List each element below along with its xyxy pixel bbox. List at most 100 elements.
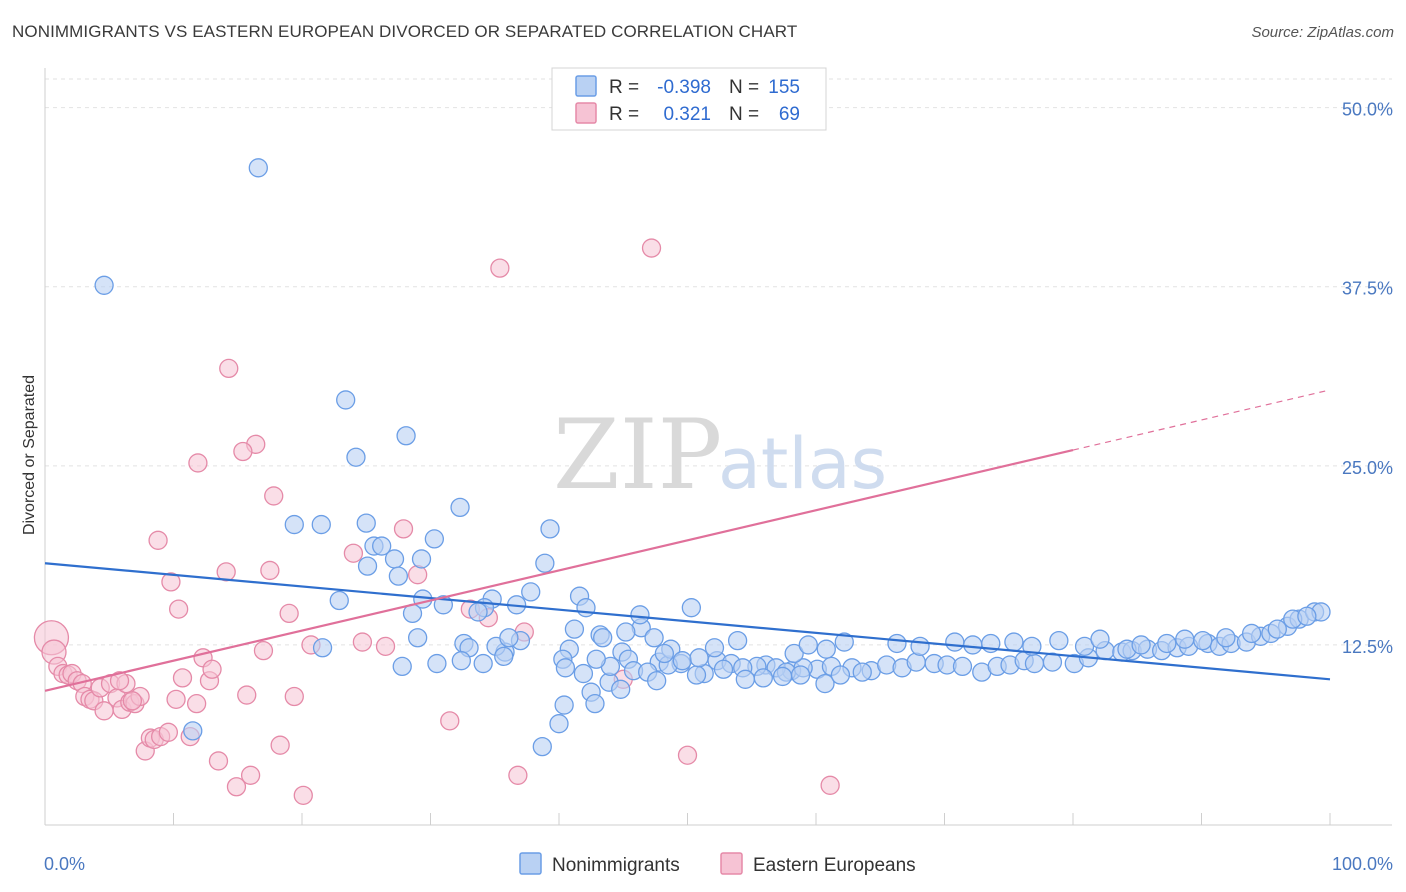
nonimmigrants-point (535, 553, 555, 573)
series-eastern-europeans (33, 238, 840, 805)
nonimmigrants-point (407, 628, 428, 648)
nonimmigrants-point (183, 721, 203, 741)
nonimmigrants-point (1297, 606, 1317, 626)
legend-r-value-1: -0.398 (657, 77, 711, 98)
y-axis-label: Divorced or Separated (21, 375, 38, 535)
legend: R = -0.398 N = 155 R = 0.321 N = 69 (551, 67, 827, 131)
nonimmigrants-point (1042, 652, 1063, 672)
eastern-europeans-point (216, 562, 236, 582)
eastern-europeans-point (270, 735, 290, 755)
nonimmigrants-point (564, 619, 585, 639)
legend-n-value-1: 155 (768, 77, 800, 98)
chart-title: NONIMMIGRANTS VS EASTERN EUROPEAN DIVORC… (12, 22, 798, 41)
nonimmigrants-point (945, 632, 965, 652)
legend-n-value-2: 69 (779, 104, 800, 125)
nonimmigrants-point (388, 566, 409, 586)
nonimmigrants-point (1024, 653, 1045, 674)
nonimmigrants-point (686, 665, 707, 685)
eastern-europeans-point (352, 632, 373, 652)
nonimmigrants-point (727, 630, 748, 651)
nonimmigrants-point (952, 656, 973, 677)
nonimmigrants-point (910, 636, 930, 656)
nonimmigrants-point (576, 598, 596, 618)
nonimmigrants-point (554, 695, 574, 715)
nonimmigrants-point (585, 694, 605, 714)
nonimmigrants-point (427, 653, 447, 674)
nonimmigrants-point (411, 549, 432, 569)
nonimmigrants-point (852, 662, 872, 682)
eastern-europeans-point (343, 543, 364, 563)
eastern-europeans-point (820, 775, 840, 795)
nonimmigrants-point (834, 632, 854, 652)
axes (44, 68, 1392, 826)
nonimmigrants-point (521, 582, 541, 602)
series-nonimmigrants (94, 158, 1331, 757)
nonimmigrants-point (1157, 633, 1177, 654)
nonimmigrants-point (689, 648, 709, 668)
nonimmigrants-point (630, 605, 650, 625)
nonimmigrants-point (312, 638, 333, 658)
nonimmigrants-point (468, 602, 488, 622)
grid-lines (45, 78, 1392, 646)
nonimmigrants-point (494, 646, 514, 667)
nonimmigrants-point (830, 665, 851, 685)
eastern-europeans-point (168, 599, 189, 619)
legend-swatch-pink (575, 102, 597, 124)
eastern-europeans-point (233, 441, 253, 462)
nonimmigrants-point (816, 639, 836, 659)
trend-lines (44, 389, 1331, 692)
nonimmigrants-point (450, 497, 470, 518)
nonimmigrants-point (284, 514, 304, 535)
nonimmigrants-point (1241, 623, 1262, 644)
nonimmigrants-point (94, 275, 114, 295)
eastern-europeans-point (158, 722, 179, 742)
eastern-europeans-point (260, 560, 280, 581)
y-tick-label: 50.0% (1342, 100, 1393, 120)
nonimmigrants-point (906, 652, 926, 672)
nonimmigrants-point (815, 673, 835, 694)
nonimmigrants-point (1049, 630, 1069, 651)
eastern-europeans-point (279, 603, 299, 624)
nonimmigrants-point (396, 426, 416, 446)
nonimmigrants-point (356, 513, 376, 533)
nonimmigrants-point (963, 635, 983, 655)
nonimmigrants-point (392, 656, 412, 677)
eastern-europeans-point (490, 258, 510, 278)
legend-swatch-blue (575, 75, 597, 97)
legend-n-label-2: N = (729, 104, 759, 125)
eastern-europeans-point (508, 765, 528, 785)
eastern-europeans-point (375, 636, 396, 656)
watermark: ZIP atlas (553, 399, 887, 511)
nonimmigrants-point (1090, 629, 1110, 649)
nonimmigrants-point (424, 529, 445, 549)
nonimmigrants-point (499, 628, 519, 648)
nonimmigrants-point (704, 638, 725, 658)
nonimmigrants-point (1216, 628, 1236, 648)
nonimmigrants-point (311, 514, 331, 535)
nonimmigrants-point (772, 666, 793, 687)
eastern-europeans-point (293, 785, 313, 805)
nonimmigrants-point (357, 556, 378, 576)
legend-n-label-1: N = (729, 77, 759, 98)
nonimmigrants-point (887, 633, 907, 654)
y-tick-label: 25.0% (1342, 458, 1393, 478)
nonimmigrants-point (555, 658, 576, 678)
nonimmigrants-point (451, 651, 471, 671)
eastern-europeans-point (641, 238, 662, 258)
bottom-legend-swatch-pink (720, 852, 743, 875)
eastern-europeans-point (208, 751, 229, 771)
eastern-europeans-point (677, 745, 698, 765)
nonimmigrants-point (248, 158, 268, 178)
nonimmigrants-point (753, 668, 773, 688)
nonimmigrants-point (1004, 632, 1024, 652)
eastern-europeans-point (122, 691, 143, 711)
nonimmigrants-point (549, 714, 569, 734)
eastern-europeans-point (284, 686, 304, 707)
nonimmigrants-point (798, 635, 818, 655)
eastern-europeans-point (264, 486, 284, 506)
nonimmigrants-point (586, 649, 606, 669)
nonimmigrants-point (473, 653, 493, 674)
nonimmigrants-point (346, 447, 366, 467)
nonimmigrants-point (1131, 635, 1151, 655)
nonimmigrants-point (1193, 630, 1213, 651)
